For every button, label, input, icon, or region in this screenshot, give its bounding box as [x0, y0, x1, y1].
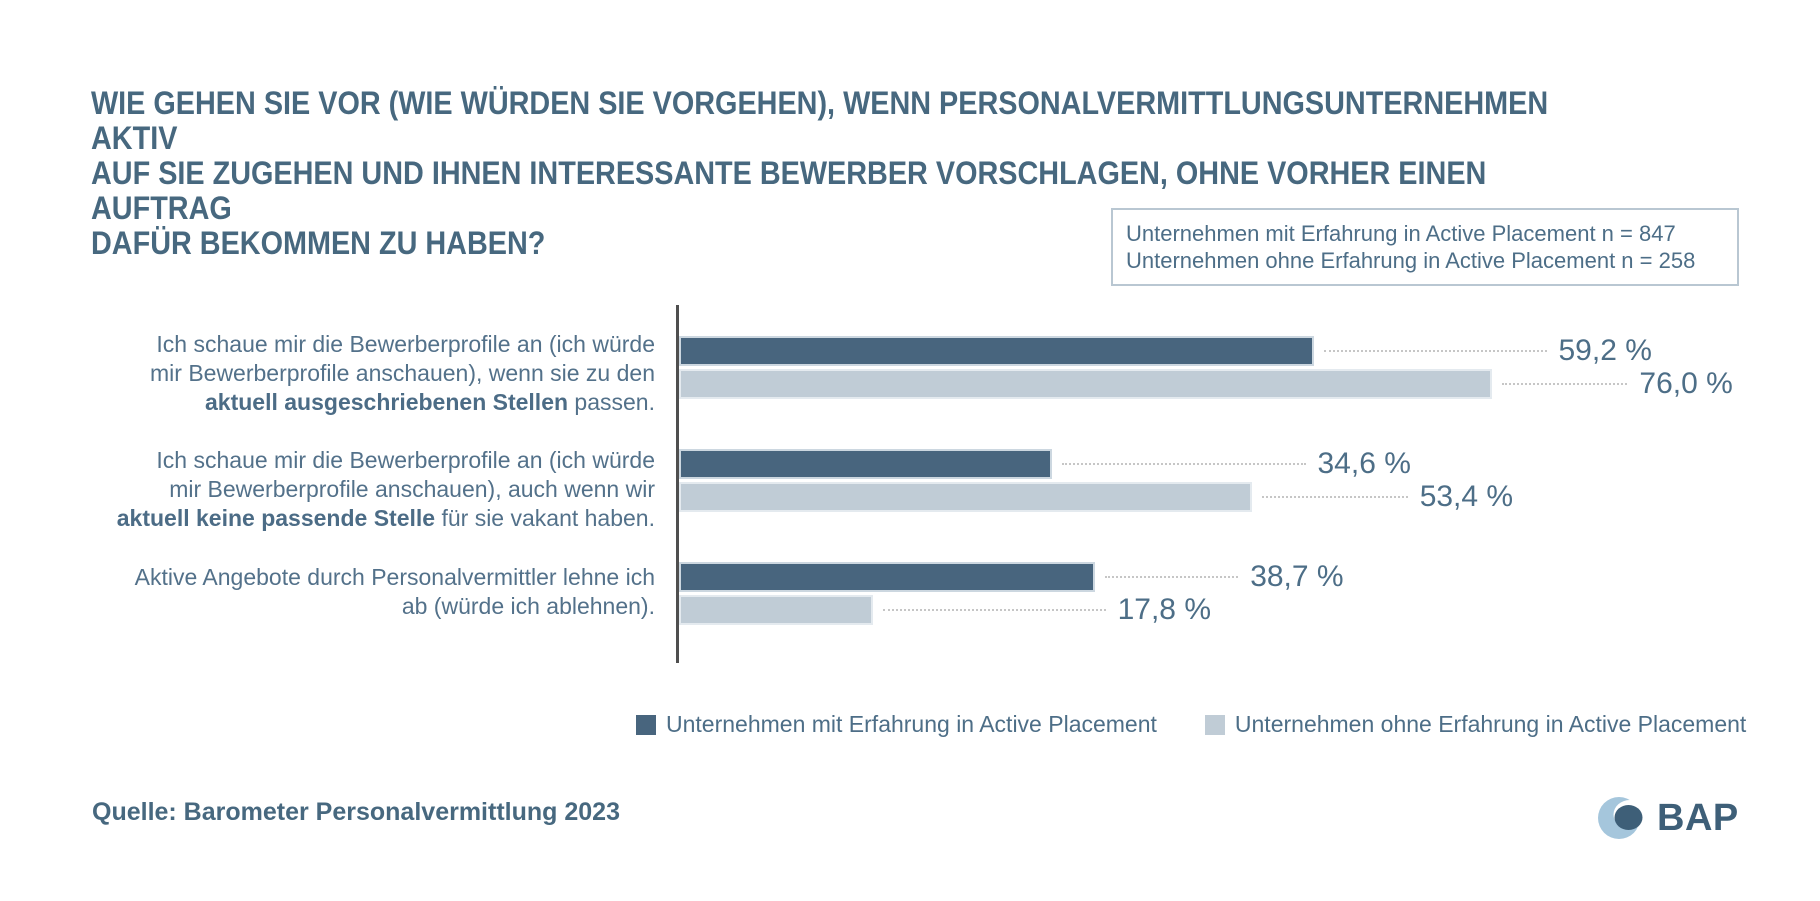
bar-1-mit-erfahrung	[679, 336, 1314, 366]
bar-row-2-ohne: 53,4 %	[679, 480, 1514, 513]
category-label-1-line3: aktuell ausgeschriebenen Stellen passen.	[90, 388, 655, 417]
bap-logo-text: BAP	[1657, 797, 1739, 839]
category-label-3-line2: ab (würde ich ablehnen).	[401, 593, 655, 619]
leader-line	[1502, 383, 1628, 385]
category-label-1: Ich schaue mir die Bewerberprofile an (i…	[90, 330, 655, 417]
bar-row-2-mit: 34,6 %	[679, 447, 1411, 480]
legend-item-ohne-erfahrung: Unternehmen ohne Erfahrung in Active Pla…	[1204, 711, 1747, 738]
category-label-2: Ich schaue mir die Bewerberprofile an (i…	[90, 446, 655, 533]
leader-line	[882, 609, 1106, 611]
legend-label-ohne: Unternehmen ohne Erfahrung in Active Pla…	[1234, 711, 1747, 737]
bar-row-3-ohne: 17,8 %	[679, 593, 1211, 626]
category-label-1-bold: aktuell ausgeschriebenen Stellen	[205, 389, 569, 415]
bar-3-mit-erfahrung	[679, 562, 1096, 592]
category-label-2-line3: aktuell keine passende Stelle für sie va…	[90, 504, 655, 533]
bap-logo-mark	[1598, 797, 1646, 839]
leader-line	[1323, 350, 1547, 352]
value-label-3-mit: 38,7 %	[1250, 560, 1344, 593]
category-label-1-line1: Ich schaue mir die Bewerberprofile an (i…	[156, 331, 655, 357]
value-label-1-ohne: 76,0 %	[1639, 367, 1733, 400]
sample-size-mit: Unternehmen mit Erfahrung in Active Plac…	[1126, 221, 1676, 246]
bar-row-3-mit: 38,7 %	[679, 560, 1344, 593]
sample-size-ohne: Unternehmen ohne Erfahrung in Active Pla…	[1126, 248, 1696, 273]
legend-label-mit: Unternehmen mit Erfahrung in Active Plac…	[666, 711, 1157, 737]
source-note: Quelle: Barometer Personalvermittlung 20…	[92, 798, 620, 826]
bar-row-1-ohne: 76,0 %	[679, 367, 1733, 400]
bar-2-ohne-erfahrung	[679, 482, 1252, 512]
bar-1-ohne-erfahrung	[679, 369, 1493, 399]
category-label-2-line1: Ich schaue mir die Bewerberprofile an (i…	[156, 447, 655, 473]
category-label-3-line1: Aktive Angebote durch Personalvermittler…	[134, 564, 655, 590]
leader-line	[1061, 463, 1306, 465]
legend-swatch-ohne	[1204, 714, 1225, 735]
leader-line	[1105, 576, 1239, 578]
value-label-3-ohne: 17,8 %	[1117, 593, 1211, 626]
bar-2-mit-erfahrung	[679, 449, 1052, 479]
legend-item-mit-erfahrung: Unternehmen mit Erfahrung in Active Plac…	[636, 711, 1157, 738]
bap-logo: BAP	[1598, 794, 1739, 842]
value-label-2-ohne: 53,4 %	[1419, 480, 1514, 513]
legend-swatch-mit	[636, 714, 656, 735]
legend: Unternehmen mit Erfahrung in Active Plac…	[636, 711, 1746, 738]
category-label-1-rest: passen.	[568, 389, 655, 415]
category-label-2-rest: für sie vakant haben.	[435, 505, 655, 531]
bar-3-ohne-erfahrung	[679, 595, 873, 625]
category-label-1-line2: mir Bewerberprofile anschauen), wenn sie…	[150, 360, 655, 386]
sample-size-box: Unternehmen mit Erfahrung in Active Plac…	[1111, 208, 1739, 286]
bar-row-1-mit: 59,2 %	[679, 334, 1652, 367]
value-label-2-mit: 34,6 %	[1317, 447, 1411, 480]
category-label-2-bold: aktuell keine passende Stelle	[116, 505, 436, 531]
chart-title: WIE GEHEN SIE VOR (WIE WÜRDEN SIE VORGEH…	[91, 85, 1549, 261]
category-label-2-line2: mir Bewerberprofile anschauen), auch wen…	[169, 476, 655, 502]
leader-line	[1261, 496, 1408, 498]
category-label-3: Aktive Angebote durch Personalvermittler…	[90, 563, 655, 621]
value-label-1-mit: 59,2 %	[1558, 334, 1652, 367]
chart-axis-line	[676, 305, 679, 663]
